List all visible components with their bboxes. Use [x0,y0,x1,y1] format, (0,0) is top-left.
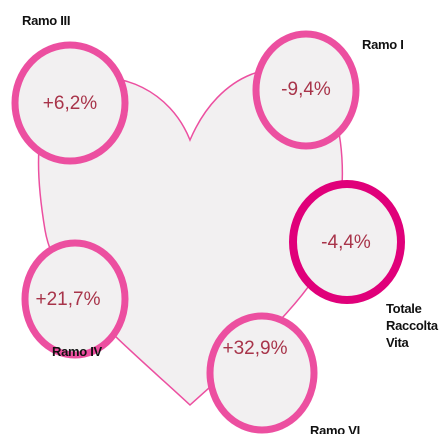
node-label: Ramo VI [310,422,360,434]
infographic: +6,2% -9,4% -4,4% +21,7% +32,9% Ramo III… [0,0,447,434]
node-value: +21,7% [36,289,101,310]
node-label: Ramo III [22,12,70,29]
heart-diagram: +6,2% -9,4% -4,4% +21,7% +32,9% [0,0,447,434]
node-label: Ramo IV [52,343,102,360]
node-label: Totale Raccolta Vita [386,300,441,351]
node-label: Ramo I [362,36,404,53]
node-value: +6,2% [43,93,98,114]
node-value: +32,9% [223,338,288,359]
circle [210,316,314,430]
node-value: -9,4% [281,79,331,100]
node-value: -4,4% [321,232,371,253]
